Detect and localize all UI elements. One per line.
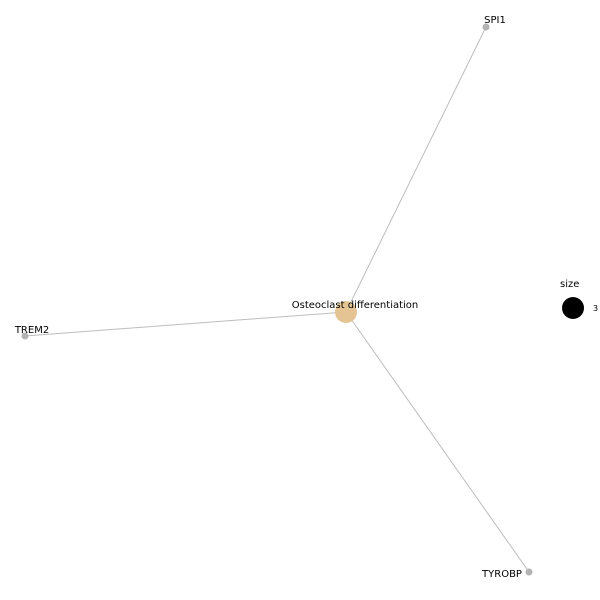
gene-label-trem2: TREM2 xyxy=(14,325,49,336)
legend-title: size xyxy=(560,279,579,290)
legend-size-value: 3 xyxy=(593,304,598,313)
nodes xyxy=(21,23,533,576)
edge-hub-spi1 xyxy=(345,26,487,313)
size-legend: size 3 xyxy=(560,279,598,319)
edges xyxy=(24,26,530,573)
gene-label-tyrobp: TYROBP xyxy=(481,569,522,580)
edge-hub-tyrobp xyxy=(345,311,530,573)
hub-node-osteoclast-differentiation xyxy=(335,301,357,323)
gene-node-tyrobp xyxy=(525,568,533,576)
gene-node-trem2 xyxy=(21,332,29,340)
labels: Osteoclast differentiation SPI1 TREM2 TY… xyxy=(14,15,522,580)
hub-label: Osteoclast differentiation xyxy=(292,300,419,311)
edge-hub-trem2 xyxy=(24,311,347,337)
legend-size-circle xyxy=(562,297,584,319)
gene-label-spi1: SPI1 xyxy=(484,15,506,26)
gene-node-spi1 xyxy=(482,23,490,31)
